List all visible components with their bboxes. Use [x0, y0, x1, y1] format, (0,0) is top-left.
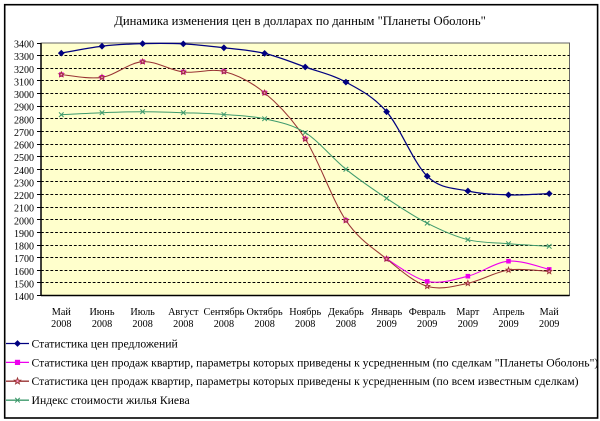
svg-text:1800: 1800 [14, 242, 34, 253]
svg-text:Октябрь: Октябрь [247, 307, 283, 318]
svg-text:Статистика цен продаж квартир,: Статистика цен продаж квартир, параметры… [32, 356, 599, 369]
svg-text:1500: 1500 [14, 280, 34, 291]
svg-text:Ноябрь: Ноябрь [289, 307, 321, 318]
svg-text:2000: 2000 [14, 216, 34, 227]
svg-text:Август: Август [168, 307, 199, 318]
svg-text:1400: 1400 [14, 292, 34, 303]
svg-text:Статистика цен продаж квартир,: Статистика цен продаж квартир, параметры… [32, 375, 579, 388]
svg-text:2008: 2008 [51, 319, 71, 330]
svg-text:1900: 1900 [14, 229, 34, 240]
svg-text:Март: Март [456, 307, 480, 318]
svg-text:2008: 2008 [336, 319, 356, 330]
svg-text:1600: 1600 [14, 267, 34, 278]
svg-text:Статистика цен предложений: Статистика цен предложений [32, 337, 178, 350]
svg-text:2009: 2009 [458, 319, 478, 330]
svg-text:2300: 2300 [14, 179, 34, 190]
svg-text:1700: 1700 [14, 254, 34, 265]
svg-text:Май: Май [52, 307, 72, 318]
svg-text:Июнь: Июнь [89, 307, 114, 318]
svg-text:2700: 2700 [14, 128, 34, 139]
svg-text:2100: 2100 [14, 204, 34, 215]
svg-text:Индекс стоимости жилья Киева: Индекс стоимости жилья Киева [32, 394, 191, 407]
svg-text:2008: 2008 [254, 319, 274, 330]
svg-text:2008: 2008 [132, 319, 152, 330]
svg-text:Февраль: Февраль [409, 307, 446, 318]
svg-text:2008: 2008 [92, 319, 112, 330]
svg-text:Май: Май [540, 307, 560, 318]
svg-text:3200: 3200 [14, 65, 34, 76]
svg-text:2900: 2900 [14, 103, 34, 114]
svg-text:Июль: Июль [130, 307, 155, 318]
svg-text:2009: 2009 [539, 319, 559, 330]
svg-text:3100: 3100 [14, 78, 34, 89]
svg-text:3400: 3400 [14, 40, 34, 51]
svg-text:Январь: Январь [371, 307, 403, 318]
svg-text:2008: 2008 [295, 319, 315, 330]
svg-text:Сентябрь: Сентябрь [203, 307, 244, 318]
svg-text:2009: 2009 [417, 319, 437, 330]
svg-text:Декабрь: Декабрь [328, 307, 364, 318]
svg-text:Апрель: Апрель [492, 307, 525, 318]
svg-text:2200: 2200 [14, 191, 34, 202]
svg-text:2400: 2400 [14, 166, 34, 177]
svg-text:2600: 2600 [14, 141, 34, 152]
svg-text:2500: 2500 [14, 153, 34, 164]
svg-text:2008: 2008 [173, 319, 193, 330]
svg-text:2009: 2009 [498, 319, 518, 330]
svg-text:Динамика изменения цен в долла: Динамика изменения цен в долларах по дан… [114, 14, 486, 28]
svg-text:2800: 2800 [14, 115, 34, 126]
svg-text:3000: 3000 [14, 90, 34, 101]
svg-text:2009: 2009 [376, 319, 396, 330]
svg-text:2008: 2008 [214, 319, 234, 330]
svg-text:3300: 3300 [14, 52, 34, 63]
